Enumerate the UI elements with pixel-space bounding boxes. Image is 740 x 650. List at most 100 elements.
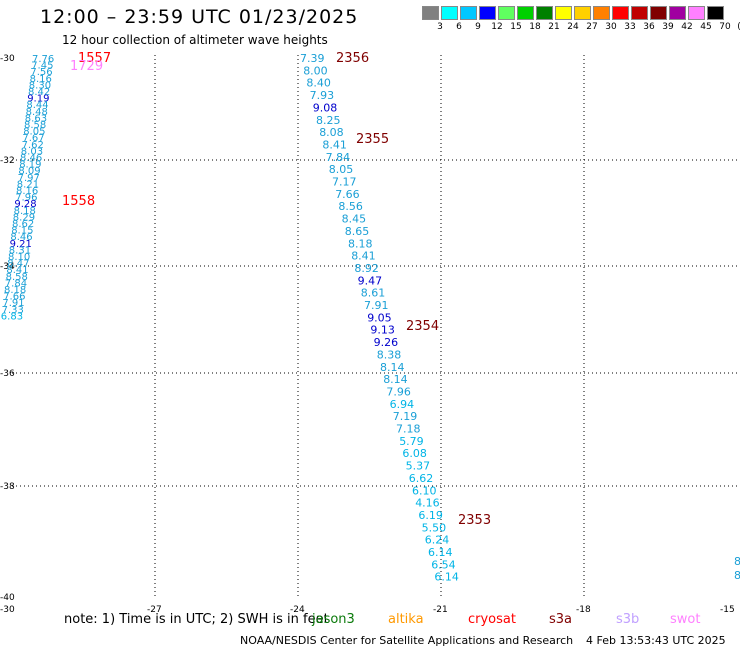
obs-value: 8.29: [13, 212, 35, 223]
obs-value: 7.33: [2, 305, 24, 316]
obs-value: 8.09: [18, 166, 40, 177]
colorbar-label: 30: [605, 22, 617, 32]
footer-timestamp: 4 Feb 13:53:43 UTC 2025: [586, 634, 726, 647]
obs-value: 8.30: [29, 80, 51, 91]
obs-value: 6.08: [402, 447, 427, 460]
track-time-label: 2354: [406, 319, 439, 334]
lat-tick-label: -40: [0, 593, 15, 603]
track-time-label: 1558: [62, 194, 95, 209]
obs-value: 6.54: [431, 558, 456, 571]
obs-value: 8.31: [9, 245, 31, 256]
obs-value: 5.37: [406, 460, 431, 473]
obs-value: 8.05: [329, 163, 354, 176]
colorbar-label: 27: [586, 22, 598, 32]
obs-value: 8.92: [354, 262, 379, 275]
track-time-label: 1729: [70, 59, 103, 74]
obs-value: 8.62: [12, 219, 34, 230]
obs-value: 8.40: [306, 77, 331, 90]
colorbar-swatch: [536, 6, 553, 20]
track-time-label: 1557: [78, 51, 111, 66]
satellite-legend-s3b: s3b: [616, 612, 640, 627]
page-subtitle: 12 hour collection of altimeter wave hei…: [62, 33, 328, 47]
lat-tick-label: -32: [0, 156, 15, 166]
colorbar-swatch: [669, 6, 686, 20]
colorbar-label: 39: [662, 22, 674, 32]
obs-value: 8.18: [348, 237, 373, 250]
obs-value: 8.56: [338, 200, 363, 213]
obs-value: 7.62: [22, 140, 44, 151]
obs-value: 8.16: [30, 74, 52, 85]
obs-value: 9.08: [313, 101, 338, 114]
lat-tick-label: -34: [0, 262, 15, 272]
satellite-legend-s3a: s3a: [549, 612, 573, 627]
lat-tick-label: -38: [0, 482, 15, 492]
page-title: 12:00 – 23:59 UTC 01/23/2025: [40, 6, 359, 28]
obs-value: 8.41: [322, 138, 347, 151]
obs-value: 8.41: [6, 265, 28, 276]
obs-value: 8.44: [26, 100, 48, 111]
colorbar-swatch: [593, 6, 610, 20]
obs-value: 6.94: [390, 398, 415, 411]
colorbar-swatch: [612, 6, 629, 20]
track-time-label: 2355: [356, 132, 389, 147]
obs-value: 5.79: [399, 435, 424, 448]
obs-value: 7.97: [18, 173, 40, 184]
obs-value: 7.18: [396, 423, 421, 436]
lon-tick-label: -24: [290, 605, 305, 615]
colorbar-swatch: [574, 6, 591, 20]
obs-value: 9.21: [10, 239, 32, 250]
obs-value: 8.38: [377, 348, 402, 361]
lat-tick-label: -36: [0, 369, 15, 379]
obs-value: 7.84: [326, 151, 351, 164]
obs-value: 7.91: [2, 298, 24, 309]
obs-value: 8.05: [23, 127, 45, 138]
obs-value: 6.24: [425, 534, 450, 547]
obs-value: 6.10: [412, 484, 437, 497]
obs-value: 5.50: [422, 521, 447, 534]
obs-value: 8.00: [303, 64, 328, 77]
obs-value: 8.46: [20, 153, 42, 164]
satellite-legend-altika: altika: [388, 612, 424, 627]
note-text: note: 1) Time is in UTC; 2) SWH is in fe…: [64, 612, 329, 627]
obs-value: 8.10: [8, 252, 30, 263]
obs-value: 8.15: [11, 226, 33, 237]
obs-value: 8.42: [28, 87, 50, 98]
obs-value: 8.41: [351, 250, 376, 263]
obs-value: 7.19: [393, 410, 418, 423]
obs-value: 7.67: [22, 133, 44, 144]
colorbar-swatch: [631, 6, 648, 20]
colorbar-label: 33: [624, 22, 636, 32]
obs-value: 8.63: [25, 113, 47, 124]
obs-value: 9.28: [14, 199, 36, 210]
colorbar-swatch: [422, 6, 439, 20]
track-time-label: 2353: [458, 513, 491, 528]
obs-value: 7.96: [15, 193, 37, 204]
obs-value: 8.47: [7, 259, 29, 270]
obs-value: 7.17: [332, 176, 357, 189]
obs-value: 9.13: [370, 324, 395, 337]
obs-value: 8.16: [16, 186, 38, 197]
obs-value: 7.84: [5, 278, 27, 289]
lon-tick-label: -30: [0, 605, 15, 615]
colorbar-swatch: [479, 6, 496, 20]
lon-tick-label: -21: [433, 605, 448, 615]
lon-tick-label: -27: [147, 605, 162, 615]
obs-value: 9.19: [27, 94, 49, 105]
colorbar-label: 18: [529, 22, 541, 32]
obs-value: 8.45: [342, 213, 367, 226]
obs-value: 6.14: [428, 546, 453, 559]
obs-value: 8.18: [4, 285, 26, 296]
obs-value: 9.26: [374, 336, 399, 349]
obs-value: 8.65: [345, 225, 370, 238]
track-time-label: 2356: [336, 51, 369, 66]
colorbar-swatch: [555, 6, 572, 20]
colorbar-label: 45: [700, 22, 712, 32]
colorbar-label: 24: [567, 22, 579, 32]
obs-value: 8.61: [361, 287, 386, 300]
colorbar-label: 36: [643, 22, 655, 32]
colorbar-swatch: [517, 6, 534, 20]
obs-value: 7.91: [364, 299, 389, 312]
colorbar-label: 15: [510, 22, 522, 32]
